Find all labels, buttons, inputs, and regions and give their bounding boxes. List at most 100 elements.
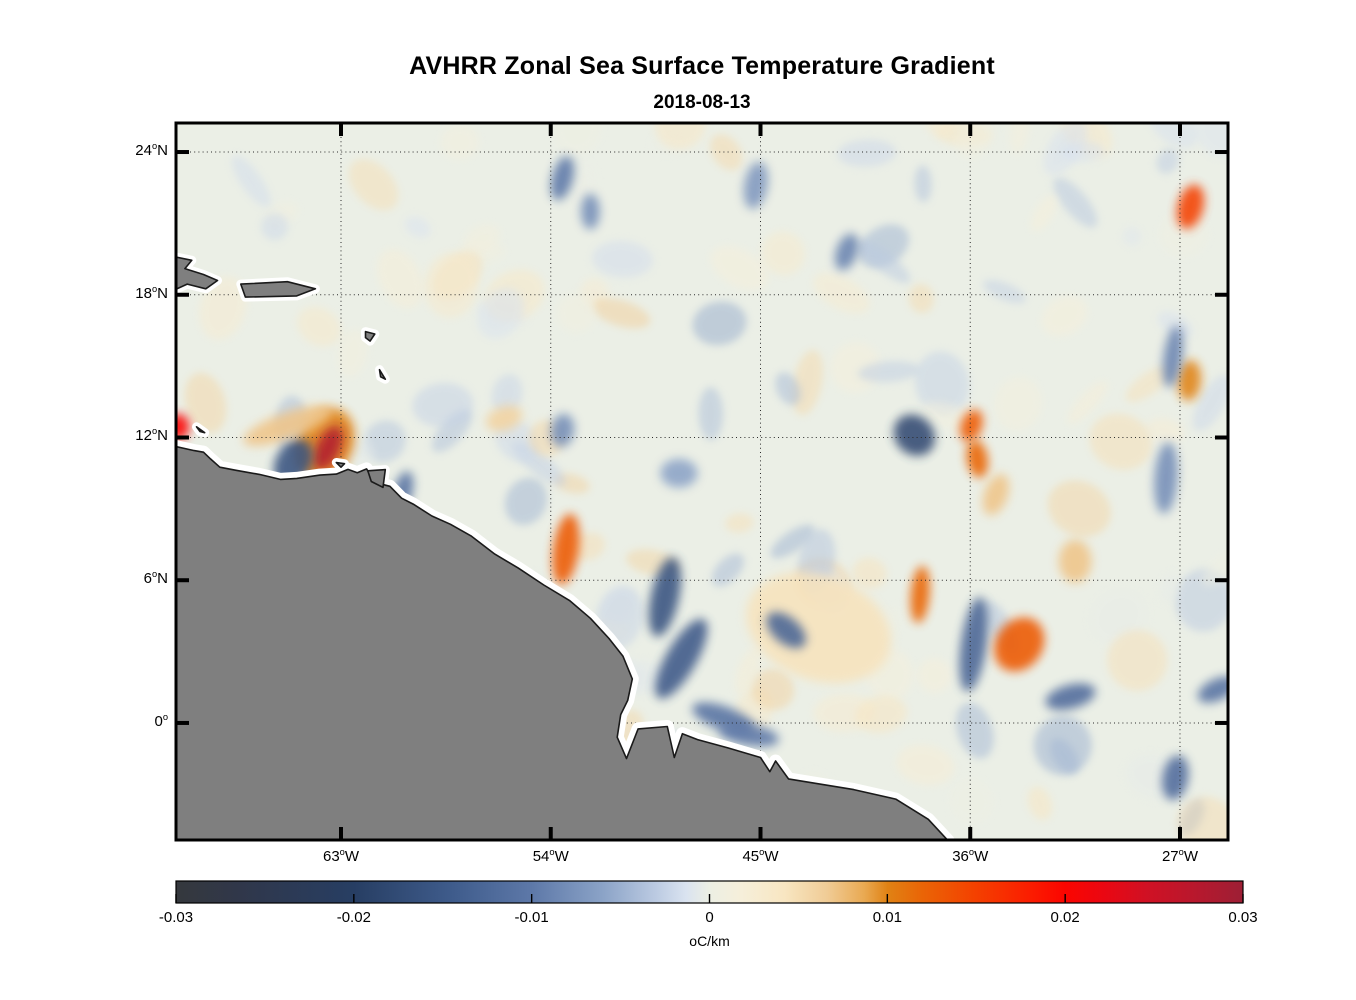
noise-blob	[260, 213, 289, 241]
feature-cold-blob-54w-12n	[550, 413, 575, 447]
noise-blob	[982, 279, 1026, 304]
x-tick-label-45W: 45oW	[742, 847, 779, 865]
noise-blob	[837, 139, 897, 167]
noise-blob	[1047, 480, 1111, 537]
noise-blob	[297, 306, 341, 347]
colorbar-tick-label-0: 0	[705, 909, 714, 926]
noise-blob	[955, 702, 994, 759]
noise-blob	[199, 276, 247, 340]
feature-cold-streak-27w-10n	[1154, 442, 1178, 514]
noise-blob	[1027, 786, 1053, 821]
feature-cold-wisp-53w-23n	[550, 156, 575, 201]
feature-cold-guiana-streak-b	[655, 618, 708, 699]
noise-blob	[591, 240, 654, 278]
landmass	[364, 330, 376, 342]
colorbar-tick-label--0.03: -0.03	[158, 909, 194, 926]
feature-warm-blob-26w-14n	[1177, 360, 1202, 401]
noise-blob	[424, 252, 479, 318]
x-tick-label-63W: 63oW	[322, 847, 360, 865]
feature-warm-edge-70w-12n	[176, 413, 190, 440]
noise-blob	[1053, 177, 1098, 228]
noise-blob	[553, 123, 601, 155]
noise-blob	[852, 557, 887, 589]
feature-cold-27w-2s	[1162, 755, 1189, 801]
noise-blob	[1125, 365, 1173, 402]
noise-blob	[1146, 418, 1185, 443]
noise-blob	[571, 532, 605, 561]
feature-warm-chain-35w-10n	[982, 474, 1010, 516]
noise-blob	[1174, 568, 1228, 632]
y-tick-label-18N: 18oN	[135, 283, 168, 302]
feature-cold-guiana-streak-a	[648, 557, 682, 637]
noise-blob	[775, 372, 801, 406]
noise-blob	[1060, 141, 1105, 163]
noise-blob	[1122, 226, 1142, 246]
x-tick-label-36W: 36oW	[952, 847, 989, 865]
noise-blob	[857, 361, 921, 383]
feature-warm-wisp-56w-13n	[486, 405, 523, 432]
noise-blob	[337, 329, 368, 377]
noise-blob	[1148, 123, 1198, 149]
feature-cold-diag-44w-4n	[766, 612, 806, 649]
colorbar-tick-label-0.01: 0.01	[872, 909, 902, 926]
feature-cold-streak-27w-15n	[1162, 325, 1184, 388]
feature-warm-band-65w-12n	[243, 405, 332, 446]
noise-blob	[1201, 547, 1228, 587]
landmass	[240, 280, 317, 298]
noise-blob	[231, 155, 271, 208]
noise-blob	[914, 165, 932, 203]
colorbar-tick-label--0.01: -0.01	[514, 909, 549, 926]
feature-cold-equator-31w	[1045, 683, 1096, 711]
feature-warm-chain-36w-11n	[966, 440, 989, 478]
axes-frame	[174, 121, 1230, 842]
noise-blob	[710, 246, 769, 291]
noise-blob	[908, 284, 934, 314]
feature-warm-blob-34w-3n	[994, 617, 1045, 672]
noise-blob	[1194, 123, 1228, 158]
noise-blob	[377, 249, 424, 309]
landmass	[176, 445, 949, 840]
feature-cold-amazon-shelf	[718, 723, 779, 747]
noise-blob	[855, 695, 907, 734]
colorbar-unit-label: oC/km	[689, 933, 730, 949]
noise-blob	[1192, 374, 1228, 431]
noise-blob	[404, 216, 431, 238]
noise-blob	[711, 553, 745, 587]
noise-blob	[735, 647, 761, 695]
colorbar-tick-label-0.03: 0.03	[1228, 909, 1258, 926]
plot-title: AVHRR Zonal Sea Surface Temperature Grad…	[409, 52, 995, 80]
landmass	[378, 368, 387, 380]
feature-cold-blob-48w-10n	[660, 458, 698, 488]
noise-blob	[813, 272, 870, 314]
noise-blob	[698, 387, 724, 441]
noise-blob	[464, 224, 501, 254]
noise-blob	[1030, 195, 1057, 232]
noise-blob	[917, 658, 952, 693]
noise-blob	[1089, 413, 1153, 470]
noise-blob	[1156, 148, 1180, 174]
feature-cold-wisp-45w-22n	[743, 161, 769, 209]
feature-strong-warm-eddy-margarita	[313, 426, 343, 471]
noise-blob	[761, 231, 805, 276]
noise-blob	[710, 134, 743, 171]
noise-blob	[412, 382, 474, 428]
feature-warm-streak-38w-5n	[910, 566, 930, 623]
y-tick-label-24N: 24oN	[135, 141, 168, 160]
noise-blob	[556, 293, 597, 333]
colorbar-tick-label--0.02: -0.02	[336, 909, 371, 926]
noise-blob	[184, 372, 227, 434]
noise-blob	[591, 298, 651, 329]
feature-warm-blob-26w-22n	[1176, 184, 1205, 229]
noise-blob	[495, 419, 540, 463]
feature-warm-blob-31w-7n	[1058, 539, 1092, 583]
noise-blob	[1041, 296, 1088, 337]
noise-blob	[858, 240, 911, 284]
landmass	[335, 461, 346, 468]
feature-cold-streak-36w-3n	[959, 597, 989, 692]
feature-cold-blob-38w-12n	[893, 414, 935, 456]
landmass	[195, 426, 206, 434]
feature-warm-field-centre	[746, 572, 892, 684]
x-tick-label-27W: 27oW	[1161, 847, 1198, 865]
landmass	[176, 256, 219, 291]
